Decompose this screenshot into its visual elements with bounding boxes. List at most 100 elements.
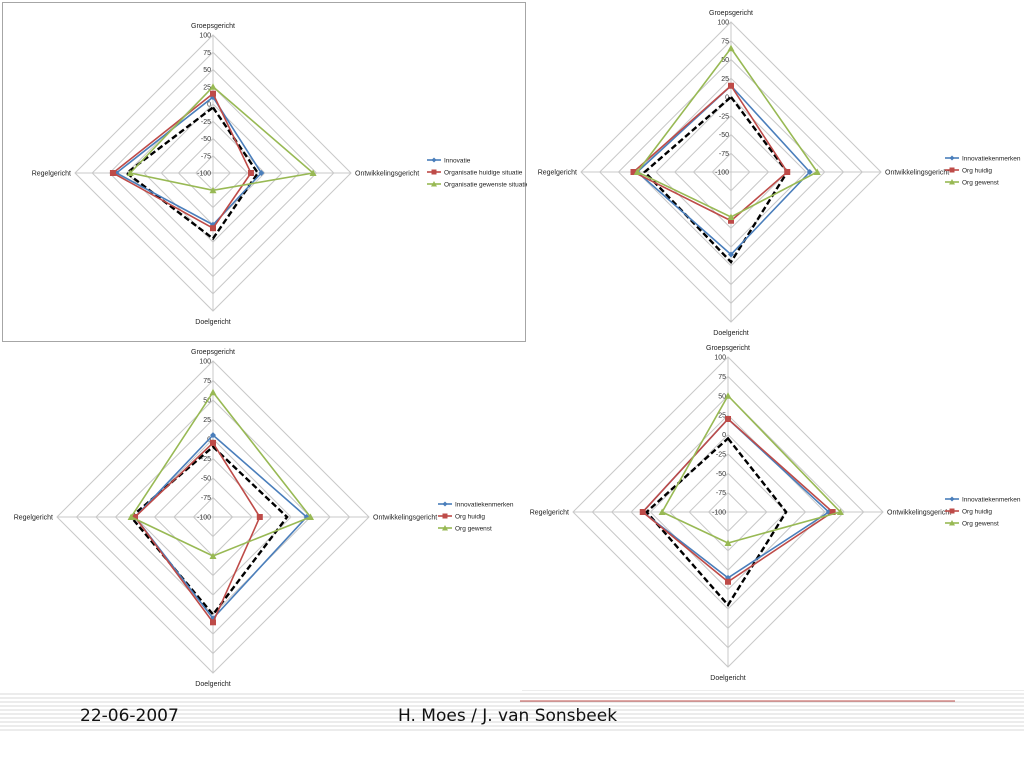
legend-marker	[949, 520, 955, 526]
tick-label: -50	[719, 132, 729, 139]
series-point	[813, 168, 821, 175]
series-point	[132, 514, 138, 520]
axis-label: Ontwikkelingsgericht	[887, 510, 951, 517]
series-point	[727, 213, 735, 220]
legend-marker	[949, 167, 955, 173]
tick-label: 100	[199, 359, 211, 366]
tick-label: -25	[201, 119, 211, 126]
tick-label: 100	[717, 20, 729, 27]
tick-label: -100	[712, 510, 726, 517]
legend-marker	[431, 169, 437, 175]
tick-label: -25	[716, 451, 726, 458]
tick-label: 25	[721, 76, 729, 83]
series-point	[829, 509, 836, 515]
legend-marker	[949, 496, 955, 502]
radar-chart-2: 100 75 50 25 0 -25 -50 -75 -100 Groepsgericht Ontw…	[528, 0, 1024, 344]
series-line	[133, 441, 261, 624]
axis-label: Doelgericht	[195, 319, 230, 326]
series-point	[210, 90, 216, 97]
footer-date: 22-06-2007	[80, 706, 179, 726]
series-point	[658, 508, 666, 515]
legend-label: Org huidig	[455, 514, 485, 521]
legend-label: Innovatiekenmerken	[455, 502, 514, 509]
reference-line	[644, 436, 788, 608]
tick-label: 50	[721, 57, 729, 64]
axis-label: Regelgericht	[538, 170, 577, 177]
legend-marker	[949, 155, 955, 161]
series-point	[209, 552, 217, 559]
axis-label: Ontwikkelingsgericht	[355, 171, 419, 178]
legend-marker	[431, 181, 437, 187]
tick-label: 100	[714, 355, 726, 362]
series-point	[210, 619, 216, 626]
legend-marker	[431, 157, 437, 163]
tick-label: 50	[203, 67, 211, 74]
series-point	[727, 44, 735, 52]
series-point	[724, 539, 732, 546]
series-point	[127, 513, 135, 520]
legend-label: Organisatie gewenste situatie	[444, 182, 527, 189]
legend-marker	[949, 508, 955, 514]
footer-authors: H. Moes / J. van Sonsbeek	[398, 706, 618, 726]
series-point	[728, 82, 734, 89]
series-point	[209, 186, 217, 194]
legend-marker	[442, 501, 448, 507]
series-point	[806, 169, 813, 175]
legend-label: Innovatiekenmerken	[962, 156, 1021, 163]
series-point	[256, 514, 263, 520]
axis-label: Regelgericht	[32, 171, 71, 178]
tick-label: -75	[719, 151, 729, 158]
tick-label: -50	[201, 476, 211, 483]
legend-label: Org huidig	[962, 509, 992, 516]
tick-label: 25	[203, 417, 211, 424]
tick-label: -75	[716, 490, 726, 497]
radar-chart-1-svg: 100 75 50 25 0 -25 -50 -75 -100 Groepsgericht Ontw…	[32, 23, 527, 326]
axis-label: Regelgericht	[530, 510, 569, 517]
series-point	[307, 513, 314, 520]
legend-marker	[442, 525, 448, 531]
series-point	[728, 251, 734, 258]
axis-label: Doelgericht	[195, 681, 230, 688]
series-point	[725, 578, 731, 585]
tick-label: -100	[197, 171, 211, 178]
axis-label: Regelgericht	[14, 515, 53, 522]
tick-label: 50	[718, 393, 726, 400]
radar-chart-3-svg: 1007550250-25-50-75-100GroepsgerichtOntw…	[14, 349, 514, 688]
tick-label: -100	[197, 515, 211, 522]
series-point	[247, 170, 254, 176]
series-point	[639, 509, 646, 515]
tick-label: -75	[201, 495, 211, 502]
legend-label: Org huidig	[962, 168, 992, 175]
reference-line	[129, 445, 289, 617]
tick-label: 100	[199, 33, 211, 40]
footer-stripes	[0, 690, 1024, 731]
axis-label: Doelgericht	[713, 330, 748, 337]
radar-chart-3: 100 75 50 25 0 -25 -50 -75 -100 Groepsgericht Ontw…	[0, 344, 520, 692]
series-point	[633, 168, 641, 175]
tick-label: 75	[718, 374, 726, 381]
tick-label: 25	[718, 413, 726, 420]
series-point	[630, 169, 637, 175]
axis-label: Groepsgericht	[706, 345, 750, 352]
radar-chart-1: 100 75 50 25 0 -25 -50 -75 -100 Groepsgericht Ontw…	[2, 2, 527, 342]
radar-chart-4: 100 75 50 25 0 -25 -50 -75 -100 Groepsgericht Ontw…	[520, 344, 1024, 692]
series-point	[724, 392, 732, 399]
axis-label: Ontwikkelingsgericht	[373, 515, 437, 522]
axis-label: Groepsgericht	[191, 349, 235, 356]
reference-line	[643, 95, 789, 264]
series-point	[210, 439, 216, 446]
series-point	[209, 83, 217, 90]
legend-label: Org gewenst	[962, 521, 999, 528]
series-point	[210, 225, 216, 232]
legend-label: Org gewenst	[962, 180, 999, 187]
tick-label: 75	[203, 378, 211, 385]
legend-label: Innovatie	[444, 158, 471, 165]
series-point	[210, 432, 216, 439]
series-point	[109, 170, 116, 176]
tick-label: -100	[715, 170, 729, 177]
tick-label: -50	[201, 136, 211, 143]
tick-label: -50	[716, 471, 726, 478]
tick-label: 0	[722, 432, 726, 439]
axis-label: Doelgericht	[710, 675, 745, 682]
legend-marker	[442, 513, 448, 519]
